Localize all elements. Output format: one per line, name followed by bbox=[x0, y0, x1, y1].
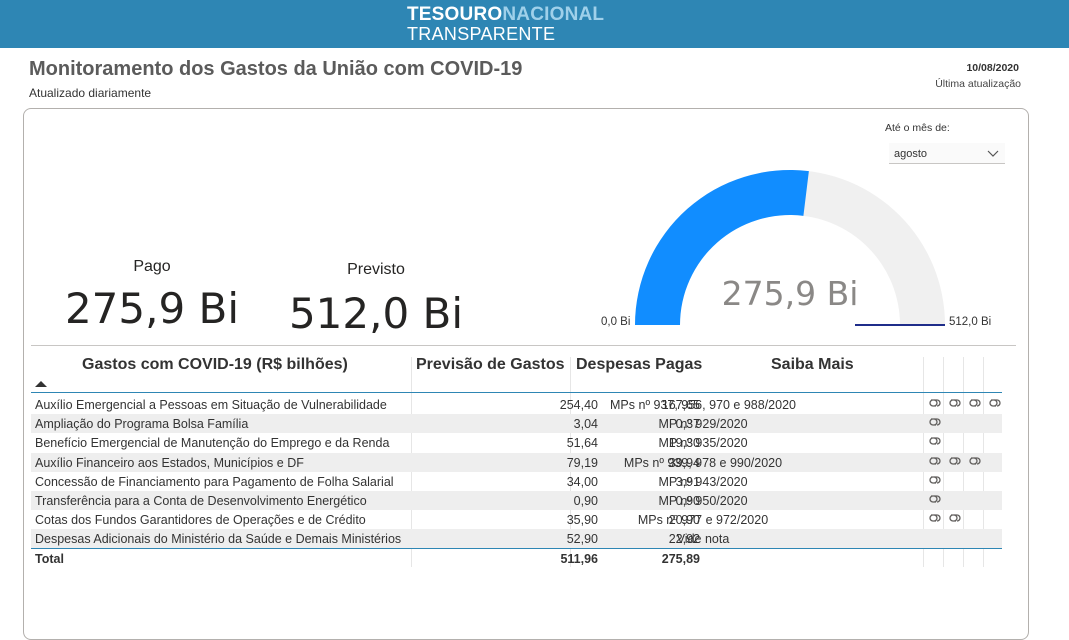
link-icon[interactable] bbox=[927, 474, 943, 486]
kpi-forecast-label: Previsto bbox=[347, 261, 405, 278]
cell-legal-reference: MP nº 935/2020 bbox=[658, 436, 748, 451]
paid-vs-forecast-gauge[interactable]: 275,9 Bi 0,0 Bi 512,0 Bi bbox=[595, 160, 1005, 335]
cell-paid: 167,65 bbox=[661, 398, 700, 412]
table-row[interactable]: Auxílio Emergencial a Pessoas em Situaçã… bbox=[31, 395, 1002, 414]
total-forecast: 511,96 bbox=[560, 552, 598, 566]
link-icon[interactable] bbox=[927, 493, 943, 505]
gauge-value-label: 275,9 Bi bbox=[722, 274, 859, 313]
cell-forecast: 35,90 bbox=[566, 513, 598, 528]
table-row[interactable]: Ampliação do Programa Bolsa Família 3,04 0… bbox=[31, 414, 1002, 434]
cell-paid: 20,90 bbox=[668, 513, 700, 528]
kpi-forecast-value: 512,0 Bi bbox=[288, 289, 464, 338]
cell-expense-name: Transferência para a Conta de Desenvolvi… bbox=[35, 494, 367, 508]
gauge-max-label: 512,0 Bi bbox=[949, 316, 991, 328]
month-filter-label: Até o mês de: bbox=[885, 122, 950, 134]
table-row[interactable]: Cotas dos Fundos Garantidores de Operaçõ… bbox=[31, 510, 1002, 529]
table-total-row: Total 511,96 275,89 bbox=[31, 549, 1002, 568]
link-icon[interactable] bbox=[927, 512, 943, 524]
link-icon[interactable] bbox=[927, 397, 943, 409]
table-row[interactable]: Transferência para a Conta de Desenvolvi… bbox=[31, 491, 1002, 510]
link-icon[interactable] bbox=[947, 397, 963, 409]
last-update-date: 10/08/2020 bbox=[966, 62, 1019, 74]
table-top-divider bbox=[31, 345, 1016, 346]
cell-forecast: 254,40 bbox=[559, 398, 598, 412]
cell-forecast: 79,19 bbox=[566, 455, 598, 470]
top-banner: TesouroNacional Transparente bbox=[0, 0, 1069, 48]
page-subtitle: Atualizado diariamente bbox=[29, 86, 152, 100]
logo-line-2: Transparente bbox=[407, 24, 556, 44]
cell-legal-reference: MPs nº 937, 956, 970 e 988/2020 bbox=[610, 398, 796, 412]
table-header-underline bbox=[31, 392, 1002, 393]
link-icon[interactable] bbox=[967, 397, 983, 409]
col-header-name[interactable]: Gastos com COVID-19 (R$ bilhões) bbox=[82, 356, 348, 373]
cell-forecast: 51,64 bbox=[566, 436, 598, 451]
total-label: Total bbox=[35, 552, 64, 566]
link-icon[interactable] bbox=[987, 397, 1003, 409]
cell-legal-reference: MP nº 929/2020 bbox=[658, 417, 748, 432]
link-icon[interactable] bbox=[967, 455, 983, 467]
col-header-paid[interactable]: Despesas Pagas bbox=[576, 356, 703, 373]
cell-expense-name: Concessão de Financiamento para Pagament… bbox=[35, 474, 394, 489]
last-update-label: Última atualização bbox=[935, 78, 1021, 90]
table-row[interactable]: Concessão de Financiamento para Pagament… bbox=[31, 472, 1002, 491]
kpi-paid-value: 275,9 Bi bbox=[64, 284, 240, 333]
logo-line-1: TesouroNacional bbox=[407, 4, 604, 25]
logo-word-tesouro: Tesouro bbox=[407, 4, 503, 25]
cell-forecast: 0,90 bbox=[573, 494, 598, 508]
table-row[interactable]: Auxílio Financeiro aos Estados, Municípi… bbox=[31, 452, 1002, 472]
cell-forecast: 3,04 bbox=[573, 417, 598, 432]
total-paid: 275,89 bbox=[661, 552, 700, 566]
cell-paid: 0,90 bbox=[675, 494, 700, 508]
tesouro-transparente-logo[interactable]: TesouroNacional Transparente bbox=[407, 4, 604, 45]
logo-word-nacional: Nacional bbox=[502, 4, 605, 25]
table-row[interactable]: Benefício Emergencial de Manutenção do E… bbox=[31, 433, 1002, 452]
cell-legal-reference: Vide nota bbox=[676, 532, 730, 547]
cell-legal-reference: MP nº 950/2020 bbox=[658, 494, 748, 508]
col-header-forecast[interactable]: Previsão de Gastos bbox=[416, 356, 565, 373]
cell-legal-reference: MPs nº 939, 978 e 990/2020 bbox=[623, 455, 783, 470]
month-filter-dropdown[interactable]: agosto bbox=[889, 143, 1005, 164]
link-icon[interactable] bbox=[927, 455, 943, 467]
cell-forecast: 52,90 bbox=[566, 532, 598, 547]
cell-paid: 0,37 bbox=[675, 417, 700, 432]
cell-forecast: 34,00 bbox=[566, 474, 598, 489]
chevron-down-icon bbox=[987, 150, 999, 157]
table-total-divider bbox=[31, 548, 1002, 549]
cell-paid: 22,92 bbox=[668, 532, 700, 547]
link-icon[interactable] bbox=[927, 416, 943, 428]
link-icon[interactable] bbox=[927, 435, 943, 447]
cell-legal-reference: MP nº 943/2020 bbox=[658, 474, 748, 489]
cell-expense-name: Cotas dos Fundos Garantidores de Operaçõ… bbox=[35, 513, 366, 528]
cell-expense-name: Auxílio Emergencial a Pessoas em Situaçã… bbox=[35, 398, 387, 412]
cell-expense-name: Despesas Adicionais do Ministério da Saú… bbox=[35, 532, 402, 547]
sort-ascending-icon[interactable] bbox=[35, 381, 47, 387]
cell-legal-reference: MPs nº 977 e 972/2020 bbox=[637, 513, 769, 528]
link-icon[interactable] bbox=[947, 512, 963, 524]
gauge-fill bbox=[635, 170, 809, 325]
kpi-paid-label: Pago bbox=[133, 258, 171, 275]
cell-expense-name: Auxílio Financeiro aos Estados, Municípi… bbox=[35, 455, 304, 470]
link-icon[interactable] bbox=[947, 455, 963, 467]
page-title: Monitoramento dos Gastos da União com CO… bbox=[29, 58, 523, 80]
cell-expense-name: Ampliação do Programa Bolsa Família bbox=[35, 417, 249, 432]
table-row[interactable]: Despesas Adicionais do Ministério da Saú… bbox=[31, 529, 1002, 549]
cell-paid: 39,94 bbox=[668, 455, 700, 470]
month-filter-value: agosto bbox=[894, 148, 928, 160]
cell-paid: 19,30 bbox=[668, 436, 700, 451]
cell-expense-name: Benefício Emergencial de Manutenção do E… bbox=[35, 436, 390, 451]
gauge-min-label: 0,0 Bi bbox=[601, 316, 630, 328]
cell-paid: 3,91 bbox=[675, 474, 700, 489]
col-header-more[interactable]: Saiba Mais bbox=[771, 356, 854, 373]
